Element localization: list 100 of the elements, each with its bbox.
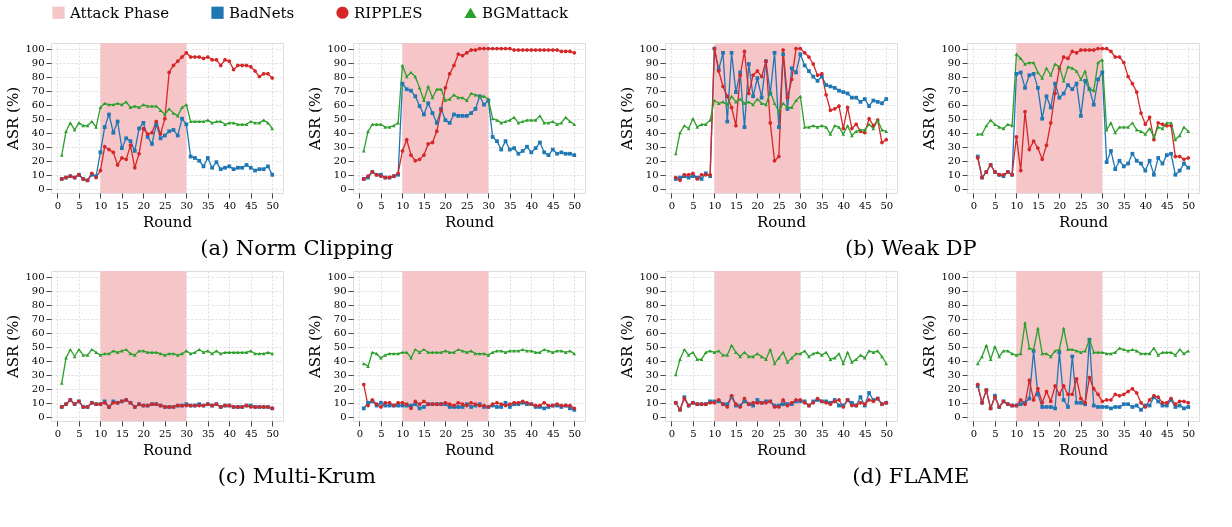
- y-tick-label: 80: [31, 299, 45, 311]
- y-tick-label: 80: [947, 299, 961, 311]
- x-tick-label: 40: [525, 199, 539, 211]
- y-tick-label: 80: [333, 299, 347, 311]
- x-tick-label: 35: [815, 427, 829, 439]
- x-axis-title: Round: [142, 212, 193, 231]
- x-axis-title: Round: [142, 440, 193, 459]
- y-tick-label: 70: [333, 313, 347, 325]
- y-tick-label: 100: [25, 43, 45, 55]
- x-tick-label: 50: [568, 427, 582, 439]
- y-tick-label: 10: [645, 169, 659, 181]
- x-tick-label: 50: [1182, 427, 1196, 439]
- y-axis-title: ASR (%): [4, 86, 23, 152]
- legend-label: BadNets: [229, 3, 295, 22]
- x-tick-label: 5: [690, 427, 697, 439]
- x-tick-label: 45: [244, 427, 258, 439]
- x-tick-label: 10: [1010, 199, 1024, 211]
- y-axis-title: ASR (%): [618, 86, 637, 152]
- y-tick-label: 80: [31, 71, 45, 83]
- x-tick-label: 0: [668, 427, 676, 439]
- legend-label: Attack Phase: [69, 3, 170, 22]
- y-tick-label: 60: [31, 99, 45, 111]
- x-tick-label: 5: [690, 199, 697, 211]
- y-tick-label: 60: [947, 327, 961, 339]
- x-tick-label: 40: [837, 427, 851, 439]
- x-tick-label: 5: [378, 199, 385, 211]
- x-tick-label: 35: [1117, 199, 1131, 211]
- x-tick-label: 0: [54, 199, 62, 211]
- x-tick-label: 25: [1074, 199, 1088, 211]
- y-axis-title: ASR (%): [618, 314, 637, 380]
- x-tick-label: 50: [266, 427, 280, 439]
- y-tick-label: 30: [645, 141, 659, 153]
- y-tick-label: 30: [645, 369, 659, 381]
- x-axis-title: Round: [444, 440, 495, 459]
- y-tick-label: 20: [645, 155, 659, 167]
- x-axis-title: Round: [1058, 440, 1109, 459]
- y-tick-label: 0: [954, 411, 961, 423]
- x-axis-title: Round: [444, 212, 495, 231]
- x-tick-label: 35: [201, 199, 215, 211]
- y-tick-label: 30: [333, 141, 347, 153]
- x-tick-label: 45: [546, 199, 560, 211]
- text: (b) Weak DP: [844, 235, 977, 260]
- y-tick-label: 90: [333, 57, 347, 69]
- x-tick-label: 0: [54, 427, 62, 439]
- y-tick-label: 70: [31, 85, 45, 97]
- y-tick-label: 30: [31, 141, 45, 153]
- y-tick-label: 60: [947, 99, 961, 111]
- x-tick-label: 15: [730, 427, 743, 439]
- x-tick-label: 30: [1096, 427, 1110, 439]
- x-tick-label: 15: [1032, 427, 1045, 439]
- y-tick-label: 60: [645, 327, 659, 339]
- x-tick-label: 50: [1182, 199, 1196, 211]
- y-tick-label: 0: [340, 411, 347, 423]
- x-tick-label: 20: [439, 199, 453, 211]
- x-tick-label: 40: [1139, 427, 1153, 439]
- x-tick-label: 10: [396, 427, 410, 439]
- x-tick-label: 40: [837, 199, 851, 211]
- x-tick-label: 45: [546, 427, 560, 439]
- x-tick-label: 50: [568, 199, 582, 211]
- y-tick-label: 60: [31, 327, 45, 339]
- x-tick-label: 35: [503, 427, 517, 439]
- y-tick-label: 60: [645, 99, 659, 111]
- x-tick-label: 25: [460, 199, 474, 211]
- y-axis-title: ASR (%): [306, 86, 325, 152]
- x-tick-label: 40: [525, 427, 539, 439]
- x-tick-label: 45: [858, 427, 872, 439]
- x-tick-label: 15: [418, 199, 431, 211]
- x-tick-label: 20: [1053, 199, 1067, 211]
- x-tick-label: 50: [880, 199, 894, 211]
- x-tick-label: 0: [970, 199, 978, 211]
- y-tick-label: 90: [31, 285, 45, 297]
- x-tick-label: 20: [439, 427, 453, 439]
- y-tick-label: 10: [333, 397, 347, 409]
- x-tick-label: 15: [116, 199, 129, 211]
- y-tick-label: 90: [947, 285, 961, 297]
- x-tick-label: 25: [772, 199, 786, 211]
- x-tick-label: 30: [482, 427, 496, 439]
- x-axis-title: Round: [1058, 212, 1109, 231]
- y-tick-label: 10: [947, 169, 961, 181]
- x-tick-label: 25: [460, 427, 474, 439]
- x-tick-label: 45: [858, 199, 872, 211]
- x-tick-label: 25: [158, 427, 172, 439]
- x-tick-label: 15: [730, 199, 743, 211]
- x-tick-label: 10: [708, 427, 722, 439]
- y-axis-title: ASR (%): [4, 314, 23, 380]
- x-tick-label: 5: [992, 427, 999, 439]
- y-tick-label: 70: [645, 85, 659, 97]
- y-tick-label: 100: [25, 271, 45, 283]
- x-tick-label: 25: [158, 199, 172, 211]
- y-tick-label: 0: [38, 183, 45, 195]
- y-axis-title: ASR (%): [920, 86, 939, 152]
- x-tick-label: 30: [794, 199, 808, 211]
- y-tick-label: 10: [31, 169, 45, 181]
- x-tick-label: 25: [772, 427, 786, 439]
- y-tick-label: 20: [333, 155, 347, 167]
- x-tick-label: 10: [708, 199, 722, 211]
- x-tick-label: 15: [1032, 199, 1045, 211]
- y-tick-label: 50: [645, 113, 659, 125]
- y-tick-label: 40: [947, 127, 961, 139]
- x-tick-label: 5: [992, 199, 999, 211]
